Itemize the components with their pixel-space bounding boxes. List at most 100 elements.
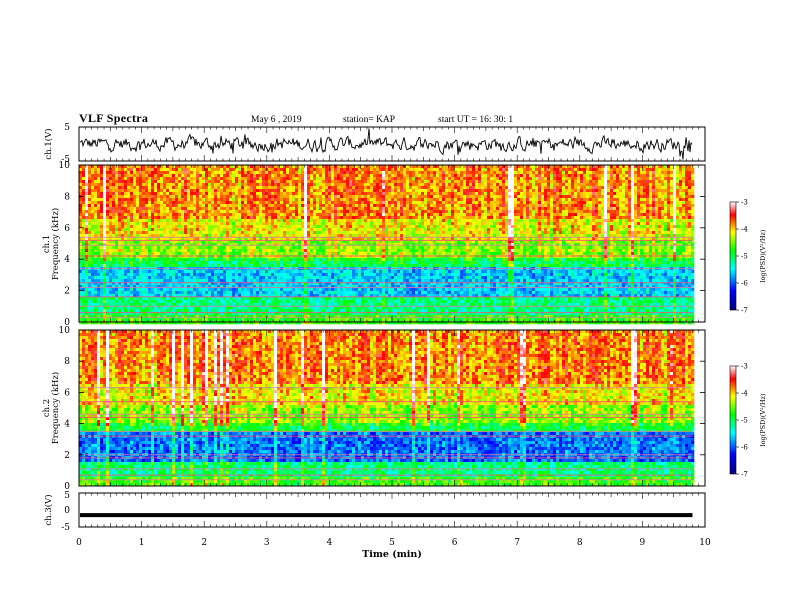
spectrogram-cell [493, 195, 496, 198]
spectrogram-cell [526, 177, 529, 180]
spectrogram-cell [685, 189, 688, 192]
spectrogram-cell [157, 183, 160, 186]
spectrogram-cell [430, 195, 433, 198]
spectrogram-cell [364, 186, 367, 189]
spectrogram-cell [241, 192, 244, 195]
spectrogram-cell [217, 183, 220, 186]
spectrogram-cell [355, 192, 358, 195]
spectrogram-cell [646, 168, 649, 171]
spectrogram-cell [523, 198, 526, 201]
spectrogram-cell [232, 168, 235, 171]
spectrogram-cell [271, 171, 274, 174]
spectrogram-cell [574, 177, 577, 180]
spectrogram-cell [550, 189, 553, 192]
spectrogram-cell [661, 177, 664, 180]
spectrogram-cell [319, 195, 322, 198]
spectrogram-cell [367, 174, 370, 177]
spectrogram-cell [541, 180, 544, 183]
spectrogram-cell [202, 168, 205, 171]
spectrogram-cell [376, 171, 379, 174]
spectrogram-cell [451, 192, 454, 195]
spectrogram-cell [334, 189, 337, 192]
spectrogram-cell [283, 195, 286, 198]
spectrogram-cell [91, 186, 94, 189]
spectrogram-cell [487, 195, 490, 198]
spectrogram-cell [94, 171, 97, 174]
spectrogram-cell [523, 189, 526, 192]
spectrogram-cell [559, 168, 562, 171]
spectrogram-cell [430, 183, 433, 186]
spectrogram-cell [235, 198, 238, 201]
spectrogram-cell [118, 168, 121, 171]
spectrogram-cell [673, 195, 676, 198]
spectrogram-cell [139, 201, 142, 204]
spectrogram-cell [148, 198, 151, 201]
spectrogram-cell [688, 192, 691, 195]
figure-title: VLF Spectra [79, 111, 148, 125]
spectrogram-cell [232, 186, 235, 189]
spectrogram-cell [211, 195, 214, 198]
spectrogram-cell [271, 180, 274, 183]
spectrogram-cell [394, 192, 397, 195]
spectrogram-cell [556, 198, 559, 201]
spectrogram-cell [220, 168, 223, 171]
spectrogram-cell [100, 201, 103, 204]
spectrogram-cell [274, 168, 277, 171]
spectrogram-cell [241, 186, 244, 189]
spectrogram-cell [175, 195, 178, 198]
spectrogram-cell [421, 180, 424, 183]
spectrogram-cell [325, 177, 328, 180]
spectrogram-cell [637, 180, 640, 183]
spectrogram-cell [229, 180, 232, 183]
spectrogram-cell [520, 180, 523, 183]
spectrogram-cell [493, 171, 496, 174]
spectrogram-cell [241, 183, 244, 186]
spectrogram-cell [406, 198, 409, 201]
spectrogram-cell [343, 168, 346, 171]
spectrogram-cell [343, 186, 346, 189]
spectrogram-cell [685, 168, 688, 171]
spectrogram-cell [334, 171, 337, 174]
spectrogram-cell [352, 183, 355, 186]
spectrogram-cell [292, 171, 295, 174]
spectrogram-cell [211, 186, 214, 189]
spectrogram-cell [226, 189, 229, 192]
spectrogram-cell [613, 186, 616, 189]
spectrogram-cell [214, 198, 217, 201]
spectrogram-cell [361, 171, 364, 174]
spectrogram-cell [466, 198, 469, 201]
spectrogram-cell [358, 180, 361, 183]
spectrogram-cell [592, 189, 595, 192]
spectrogram-cell [526, 189, 529, 192]
spectrogram-cell [445, 186, 448, 189]
spectrogram-cell [529, 192, 532, 195]
spectrogram-cell [667, 195, 670, 198]
spectrogram-cell [514, 177, 517, 180]
spectrogram-cell [109, 174, 112, 177]
spectrogram-cell [400, 195, 403, 198]
spectrogram-cell [685, 183, 688, 186]
spectrogram-cell [121, 189, 124, 192]
spectrogram-cell [388, 186, 391, 189]
spectrogram-cell [130, 192, 133, 195]
spectrogram-cell [313, 180, 316, 183]
spectrogram-cell [649, 183, 652, 186]
spectrogram-cell [625, 180, 628, 183]
spectrogram-cell [154, 201, 157, 204]
spectrogram-cell [640, 198, 643, 201]
spectrogram-cell [379, 171, 382, 174]
spectrogram-cell [448, 189, 451, 192]
spectrogram-cell [163, 189, 166, 192]
spectrogram-cell [556, 168, 559, 171]
spectrogram-cell [397, 192, 400, 195]
spectrogram-cell [265, 177, 268, 180]
spectrogram-cell [652, 168, 655, 171]
spectrogram-cell [340, 180, 343, 183]
spectrogram-cell [310, 168, 313, 171]
spectrogram-cell [682, 195, 685, 198]
spectrogram-cell [268, 177, 271, 180]
spectrogram-cell [556, 171, 559, 174]
spectrogram-cell [427, 186, 430, 189]
spectrogram-cell [589, 174, 592, 177]
spectrogram-cell [211, 180, 214, 183]
